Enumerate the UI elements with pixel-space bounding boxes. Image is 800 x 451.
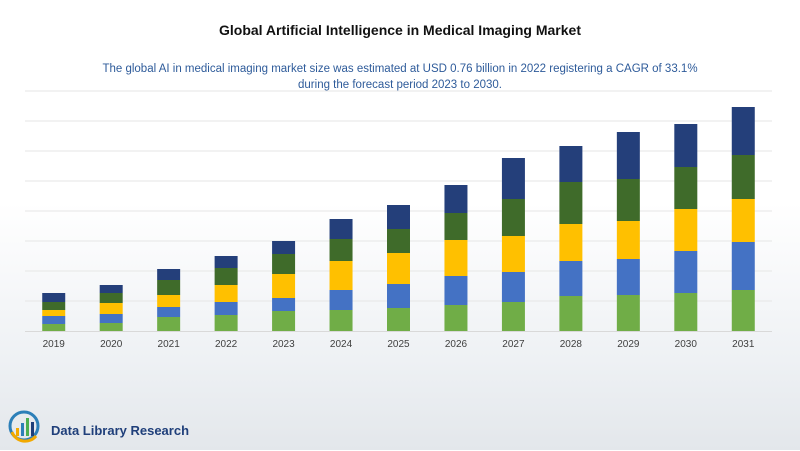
bar-segment-2019-s3	[42, 310, 66, 316]
x-tick-label: 2021	[158, 339, 181, 350]
bar-segment-2023-s3	[272, 274, 296, 298]
bar-segment-2028-s3	[559, 224, 583, 261]
bar-segment-2025-s4	[387, 229, 410, 253]
x-tick-label: 2025	[387, 339, 410, 350]
bar-segment-2022-s2	[214, 302, 238, 315]
x-tick-label: 2026	[445, 339, 468, 350]
bar-segment-2022-s5	[214, 256, 238, 268]
x-tick-label: 2019	[43, 339, 66, 350]
bar-segment-2020-s2	[99, 314, 123, 323]
bar-segment-2019-s2	[42, 316, 66, 324]
bar-segment-2019-s5	[42, 293, 66, 302]
bar-segment-2031-s2	[731, 242, 755, 290]
bar-segment-2030-s3	[674, 209, 698, 251]
bar-segment-2025-s5	[387, 205, 410, 229]
bar-segment-2026-s3	[444, 240, 468, 276]
bar-segment-2024-s1	[329, 310, 353, 331]
bar-segment-2028-s2	[559, 261, 583, 296]
bar-segment-2030-s5	[674, 124, 698, 167]
x-tick-label: 2024	[330, 339, 353, 350]
bar-segment-2031-s1	[731, 290, 755, 331]
bar-segment-2026-s1	[444, 305, 468, 331]
x-tick-label: 2020	[100, 339, 123, 350]
bar-segment-2026-s5	[444, 185, 468, 213]
bar-segment-2021-s4	[157, 280, 181, 295]
bar-segment-2025-s2	[387, 284, 410, 308]
bar-segment-2025-s3	[387, 253, 410, 284]
bar-segment-2029-s5	[616, 132, 640, 179]
bar-segment-2028-s1	[559, 296, 583, 331]
x-tick-label: 2028	[560, 339, 583, 350]
bar-segment-2027-s1	[501, 302, 525, 331]
bar-segment-2028-s4	[559, 182, 583, 224]
x-tick-label: 2029	[617, 339, 640, 350]
bar-segment-2022-s1	[214, 315, 238, 331]
bar-segment-2027-s2	[501, 272, 525, 302]
bar-segment-2023-s1	[272, 311, 296, 331]
bar-segment-2025-s1	[387, 308, 410, 331]
x-tick-label: 2027	[502, 339, 525, 350]
bar-segment-2028-s5	[559, 146, 583, 182]
chart-title: Global Artificial Intelligence in Medica…	[218, 22, 581, 38]
bar-segment-2021-s1	[157, 317, 181, 331]
bar-segment-2021-s2	[157, 307, 181, 317]
bar-segment-2027-s4	[501, 199, 525, 236]
bar-segment-2019-s4	[42, 302, 66, 310]
bar-segment-2020-s4	[99, 293, 123, 303]
logo-icon	[8, 410, 40, 443]
bar-segment-2027-s3	[501, 236, 525, 272]
bar-segment-2020-s1	[99, 323, 123, 331]
bar-segment-2029-s2	[616, 259, 640, 295]
bar-segment-2023-s5	[272, 241, 296, 254]
chart-subtitle: The global AI in medical imaging market …	[102, 63, 698, 91]
x-tick-label: 2031	[732, 339, 755, 350]
bar-segment-2021-s3	[157, 295, 181, 307]
brand-logo: Data Library Research	[6, 402, 196, 446]
bar-segment-2022-s4	[214, 268, 238, 285]
bar-segment-2031-s4	[731, 155, 755, 199]
bar-segment-2031-s3	[731, 199, 755, 242]
bar-segment-2029-s3	[616, 221, 640, 259]
bar-segment-2020-s3	[99, 303, 123, 314]
x-tick-label: 2023	[272, 339, 295, 350]
bar-segment-2030-s1	[674, 293, 698, 331]
bar-segment-2030-s2	[674, 251, 698, 293]
bar-segment-2024-s2	[329, 290, 353, 310]
bar-segment-2024-s3	[329, 261, 353, 290]
bar-segment-2031-s5	[731, 107, 755, 155]
bar-segment-2023-s2	[272, 298, 296, 311]
x-tick-label: 2022	[215, 339, 238, 350]
bar-segment-2020-s5	[99, 285, 123, 293]
bar-segment-2029-s1	[616, 295, 640, 331]
bar-segment-2026-s2	[444, 276, 468, 305]
bar-segment-2024-s5	[329, 219, 353, 239]
bar-segment-2019-s1	[42, 324, 66, 331]
bar-segment-2022-s3	[214, 285, 238, 302]
bar-segment-2026-s4	[444, 213, 468, 240]
bar-segment-2029-s4	[616, 179, 640, 221]
bar-segment-2030-s4	[674, 167, 698, 209]
bar-segment-2024-s4	[329, 239, 353, 261]
bar-segment-2027-s5	[501, 158, 525, 199]
x-tick-label: 2030	[675, 339, 698, 350]
bar-segment-2023-s4	[272, 254, 296, 274]
logo-text: Data Library Research	[51, 423, 190, 438]
bar-segment-2021-s5	[157, 269, 181, 280]
